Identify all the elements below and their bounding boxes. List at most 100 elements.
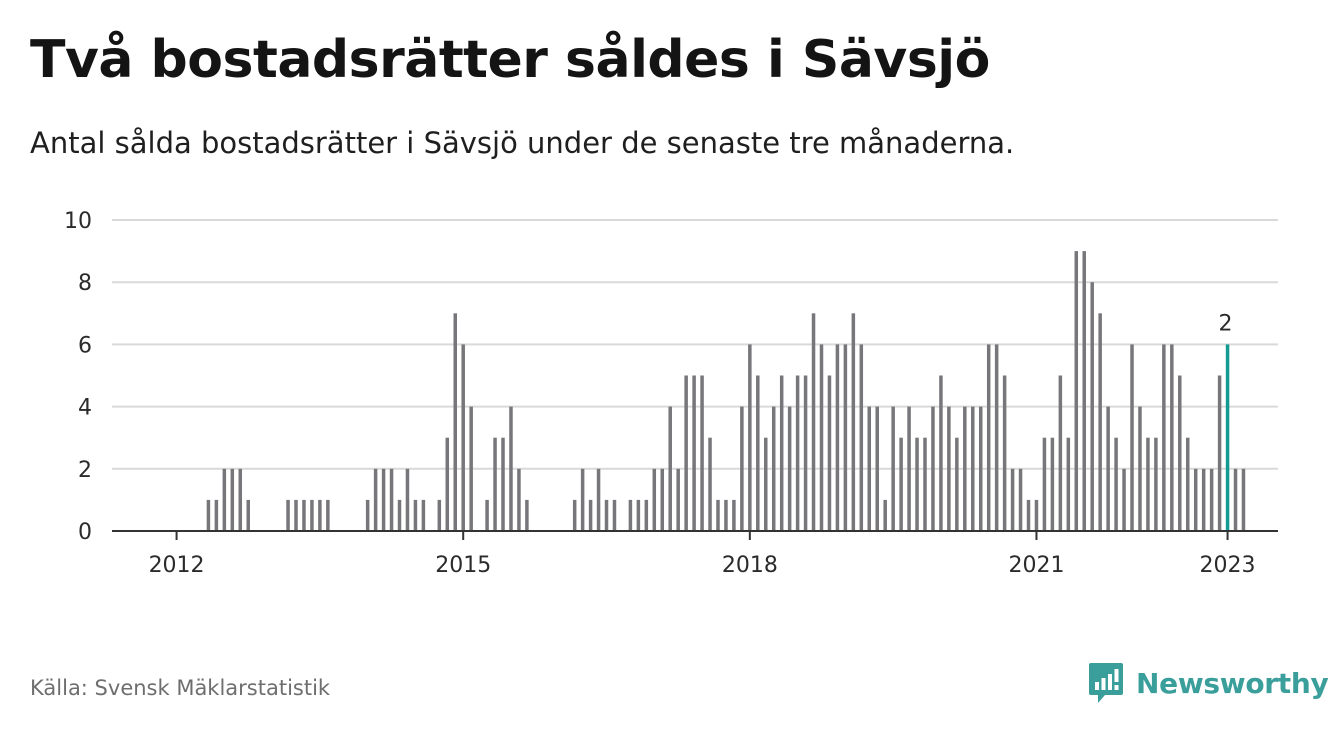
bar [628,499,633,531]
bar [318,499,322,531]
bar [907,406,911,531]
bar [859,344,864,531]
bar [923,437,927,531]
bar [1154,437,1158,531]
bar [493,437,497,531]
bar [1050,437,1055,531]
bar [612,499,617,531]
bar [1042,437,1047,531]
y-tick-label: 0 [78,520,92,545]
bar [676,468,680,531]
y-tick-label: 10 [64,209,92,234]
bar [1002,375,1007,531]
bar [787,406,792,531]
bar [692,375,696,531]
bar [811,313,816,531]
bar [302,499,306,531]
bar [684,375,688,531]
bar [1193,468,1198,531]
source-note: Källa: Svensk Mäklarstatistik [30,676,331,700]
bar [286,499,290,531]
newsworthy-logo-icon [1089,663,1123,703]
bar [779,375,784,531]
bar [748,344,752,531]
bar [1138,406,1142,531]
brand-name: Newsworthy [1136,666,1329,700]
bar [1170,344,1174,531]
bar [732,499,736,531]
bar [1241,468,1246,531]
bar [764,437,768,531]
bar [883,499,887,531]
bar [1026,499,1031,531]
bar [644,499,649,531]
x-tick-label: 2012 [149,553,205,578]
bar [1233,468,1238,531]
bar [660,468,665,531]
bar [517,468,521,531]
highlight-value-label: 2 [1219,311,1233,336]
bar [891,406,895,531]
brand-logo[interactable]: Newsworthy [1088,660,1329,706]
bar [835,344,840,531]
bar [1130,344,1134,531]
bar [827,375,832,531]
bar [413,499,418,531]
bar [843,344,848,531]
bar [1074,251,1079,531]
chart-title: Två bostadsrätter såldes i Sävsjö [30,30,990,90]
bar [978,406,983,531]
bar [795,375,800,531]
bar [740,406,744,531]
bar [373,468,378,531]
y-tick-label: 2 [78,458,92,483]
bar [1066,437,1071,531]
bar [222,468,227,531]
bar [708,437,712,531]
bars [206,251,1246,531]
bar [1122,468,1126,531]
x-tick-label: 2023 [1200,553,1256,578]
bar [756,375,760,531]
bar [724,499,728,531]
bar [525,499,529,531]
bar [588,499,593,531]
x-tick-label: 2018 [722,553,778,578]
bar [453,313,457,531]
bar [1146,437,1150,531]
bar [389,468,394,531]
bar [1018,468,1023,531]
x-axis-tick-labels: 2012 2015 2018 2021 2023 [149,553,1256,578]
bar [1162,344,1166,531]
bar [405,468,410,531]
bar [1201,468,1206,531]
bar [986,344,991,531]
bar [771,406,776,531]
bar [437,499,442,531]
bar [381,468,386,531]
bar [310,499,314,531]
bar [803,375,808,531]
bar [469,406,473,531]
bar [214,499,219,531]
bar [238,468,243,531]
bar [509,406,513,531]
bar [246,499,250,531]
bar [636,499,641,531]
bar [294,499,298,531]
bar [1178,375,1182,531]
bar [206,499,211,531]
bar [461,344,465,531]
x-tick-label: 2021 [1008,553,1064,578]
bar [963,406,967,531]
bar [1185,437,1190,531]
bar [326,499,330,531]
bar [596,468,601,531]
bar [867,406,872,531]
bar [1114,437,1118,531]
y-tick-label: 4 [78,396,92,421]
bar [994,344,999,531]
bar [1090,282,1094,531]
bar [445,437,450,531]
bar [485,499,489,531]
